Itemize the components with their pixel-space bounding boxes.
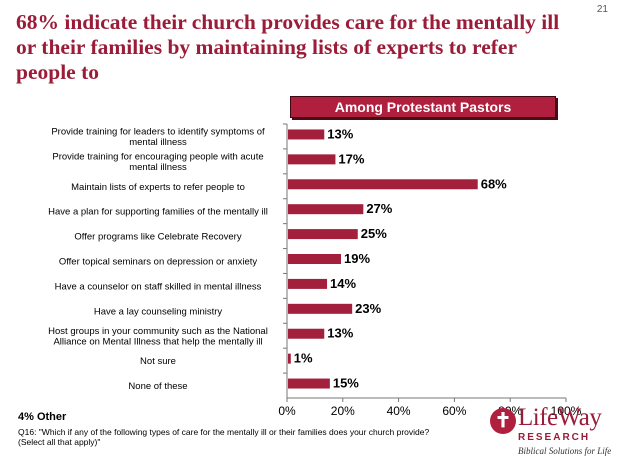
- category-label: Host groups in your community such as th…: [48, 326, 268, 348]
- data-label: 14%: [330, 276, 356, 291]
- bar: [288, 254, 342, 264]
- data-label: 15%: [333, 376, 359, 391]
- data-label: 19%: [344, 251, 370, 266]
- question-text: Q16: "Which if any of the following type…: [18, 427, 430, 447]
- x-tick-label: 0%: [278, 404, 296, 418]
- bar: [288, 204, 364, 215]
- x-tick-label: 20%: [331, 404, 355, 418]
- slide-title: 68% indicate their church provides care …: [16, 10, 560, 84]
- category-label: Provide training for leaders to identify…: [51, 127, 265, 149]
- category-label: Have a counselor on staff skilled in men…: [55, 281, 262, 292]
- data-label: 27%: [366, 201, 392, 216]
- x-tick-label: 60%: [442, 404, 466, 418]
- category-label: Offer topical seminars on depression or …: [59, 257, 258, 268]
- bar: [288, 303, 353, 314]
- data-label: 25%: [361, 226, 387, 241]
- logo-research: RESEARCH: [518, 432, 591, 443]
- data-label: 1%: [294, 351, 313, 366]
- bar: [288, 229, 358, 240]
- category-label: Offer programs like Celebrate Recovery: [74, 232, 241, 243]
- slide-number: 21: [596, 4, 608, 15]
- bar: [288, 154, 336, 165]
- data-label: 13%: [327, 126, 353, 141]
- cross-logo-icon: ✝: [490, 408, 516, 434]
- bar: [288, 328, 325, 339]
- bar: [288, 353, 291, 364]
- lifeway-logo: ✝ LifeWay RESEARCH Biblical Solutions fo…: [488, 404, 614, 460]
- other-note: 4% Other: [18, 411, 67, 423]
- x-tick-label: 40%: [387, 404, 411, 418]
- bar: [288, 278, 328, 289]
- data-label: 23%: [355, 301, 381, 316]
- category-label: Provide training for encouraging people …: [52, 152, 263, 174]
- bar: [288, 129, 325, 140]
- category-label: Maintain lists of experts to refer peopl…: [71, 182, 245, 193]
- x-tick-label: 100%: [551, 404, 582, 418]
- data-label: 13%: [327, 326, 353, 341]
- category-label: Have a plan for supporting families of t…: [48, 207, 268, 218]
- category-label: None of these: [128, 381, 187, 392]
- category-label: Have a lay counseling ministry: [94, 306, 223, 317]
- data-label: 17%: [338, 151, 364, 166]
- bar: [288, 179, 478, 190]
- bar: [288, 378, 330, 389]
- chart-banner: Among Protestant Pastors: [290, 96, 556, 118]
- data-label: 68%: [481, 176, 507, 191]
- logo-tagline: Biblical Solutions for Life: [518, 446, 612, 456]
- category-label: Not sure: [140, 356, 176, 367]
- logo-name: LifeWay: [518, 404, 602, 431]
